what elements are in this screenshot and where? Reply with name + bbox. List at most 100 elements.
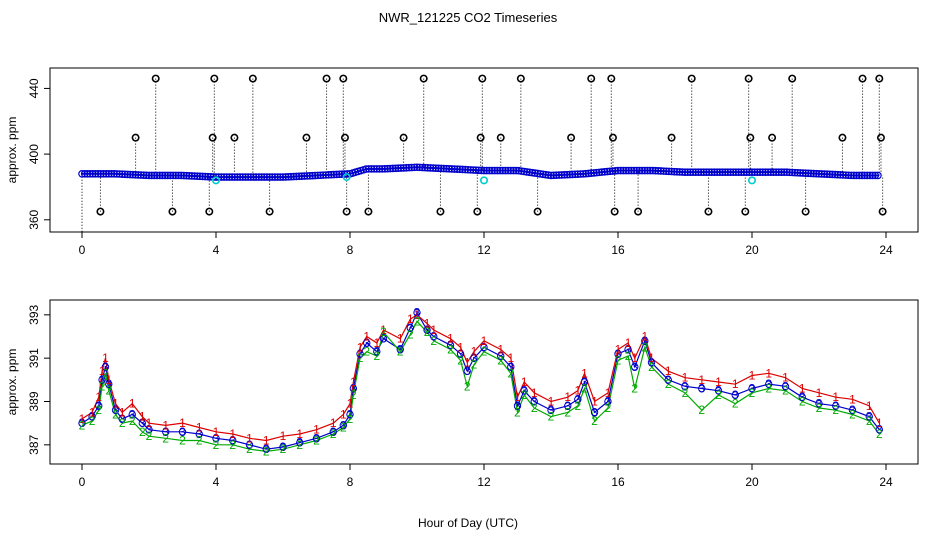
hourly-mean-point (823, 170, 831, 179)
low-outlier-point (436, 207, 445, 216)
hourly-mean-point (582, 169, 590, 178)
series-marker-3: 3 (514, 399, 521, 413)
series-marker-3: 3 (347, 408, 354, 422)
hourly-mean-point (185, 171, 194, 180)
hourly-mean-point (448, 165, 456, 173)
hourly-mean-point (654, 167, 663, 175)
hourly-mean-point (793, 168, 802, 177)
hourly-mean-point (651, 166, 660, 175)
hourly-mean-point (646, 166, 654, 175)
hourly-mean-point (394, 164, 403, 172)
hourly-mean-point (729, 168, 738, 176)
series-marker-3: 3 (350, 382, 357, 396)
series-marker-3: 3 (263, 442, 270, 456)
high-outlier-point (496, 133, 505, 142)
high-outlier-point (210, 74, 219, 83)
high-outlier-point (208, 133, 217, 142)
series-marker-2: 2 (471, 358, 478, 372)
series-marker-3: 3 (698, 382, 705, 396)
low-outlier-point (364, 207, 373, 216)
hourly-mean-point (188, 172, 196, 180)
series-marker-2: 2 (497, 353, 504, 367)
x-tick-label: 4 (213, 243, 220, 257)
hourly-mean-point (228, 173, 236, 181)
hourly-mean-point (196, 172, 204, 181)
mean-circle-point (480, 343, 488, 352)
x-tick-label: 12 (477, 243, 491, 257)
hourly-mean-point (689, 168, 697, 176)
hourly-mean-point (300, 172, 309, 180)
series-marker-3: 3 (146, 423, 153, 437)
low-outlier-point (634, 207, 643, 216)
mean-circle-point (624, 345, 632, 354)
series-marker-3: 3 (799, 390, 806, 404)
mean-circle-point (195, 430, 203, 438)
series-line-2 (81, 320, 880, 452)
x-tick-label: 16 (611, 243, 625, 257)
series-marker-1: 1 (380, 323, 387, 337)
hourly-mean-point (544, 171, 553, 179)
mean-circle-point (339, 421, 347, 430)
series-marker-2: 2 (340, 421, 347, 435)
hourly-mean-point (402, 163, 411, 172)
series-marker-2: 2 (363, 345, 370, 359)
hourly-mean-point (863, 171, 872, 180)
series-marker-2: 2 (481, 345, 488, 359)
series-marker-2: 2 (350, 388, 357, 402)
hourly-mean-point (319, 171, 328, 179)
cyan-flag-point (342, 173, 351, 182)
hourly-mean-point (807, 169, 815, 178)
series-marker-2: 2 (615, 353, 622, 367)
series-marker-3: 3 (246, 438, 253, 452)
hourly-mean-point (716, 168, 724, 176)
x-tick-label: 8 (347, 243, 354, 257)
series-marker-2: 2 (129, 414, 136, 428)
mean-circle-point (698, 384, 706, 393)
hourly-mean-point (418, 163, 427, 172)
hourly-mean-point (710, 168, 719, 176)
hourly-mean-point (399, 164, 408, 172)
high-outlier-point (746, 133, 755, 142)
hourly-mean-point (584, 169, 593, 178)
hourly-mean-point (332, 170, 341, 179)
mean-circle-point (470, 354, 478, 362)
series-marker-2: 2 (605, 401, 612, 415)
hourly-mean-point (640, 166, 649, 175)
mean-circle-point (507, 363, 515, 371)
hourly-mean-point (126, 170, 135, 179)
hourly-mean-point (809, 169, 818, 178)
series-marker-3: 3 (832, 399, 839, 413)
series-marker-1: 1 (313, 423, 320, 437)
hourly-mean-point (78, 170, 86, 178)
series-marker-1: 1 (574, 384, 581, 398)
hourly-mean-point (287, 172, 295, 181)
series-marker-2: 2 (732, 397, 739, 411)
high-outlier-point (768, 133, 777, 142)
series-marker-3: 3 (229, 434, 236, 448)
series-marker-3: 3 (99, 373, 106, 387)
hourly-mean-point (866, 171, 874, 180)
y-tick-label: 393 (27, 305, 41, 325)
series-marker-2: 2 (102, 366, 109, 380)
high-outlier-point (687, 74, 696, 83)
hourly-mean-point (833, 170, 842, 179)
hourly-mean-point (777, 168, 786, 176)
series-marker-1: 1 (481, 334, 488, 348)
series-marker-1: 1 (280, 429, 287, 443)
hourly-mean-point (150, 171, 159, 180)
hourly-mean-point (766, 168, 775, 176)
hourly-mean-point (410, 163, 419, 172)
hourly-mean-point (493, 166, 502, 175)
series-marker-2: 2 (424, 325, 431, 339)
hourly-mean-point (99, 170, 108, 178)
hourly-mean-point (726, 168, 735, 176)
x-tick-label: 16 (611, 475, 625, 489)
hourly-mean-point (740, 168, 748, 176)
hourly-mean-point (118, 170, 127, 178)
mean-circle-point (580, 378, 589, 386)
mean-circle-point (815, 399, 823, 408)
series-marker-2: 2 (112, 408, 119, 422)
series-marker-2: 2 (749, 386, 756, 400)
series-marker-3: 3 (665, 373, 672, 387)
